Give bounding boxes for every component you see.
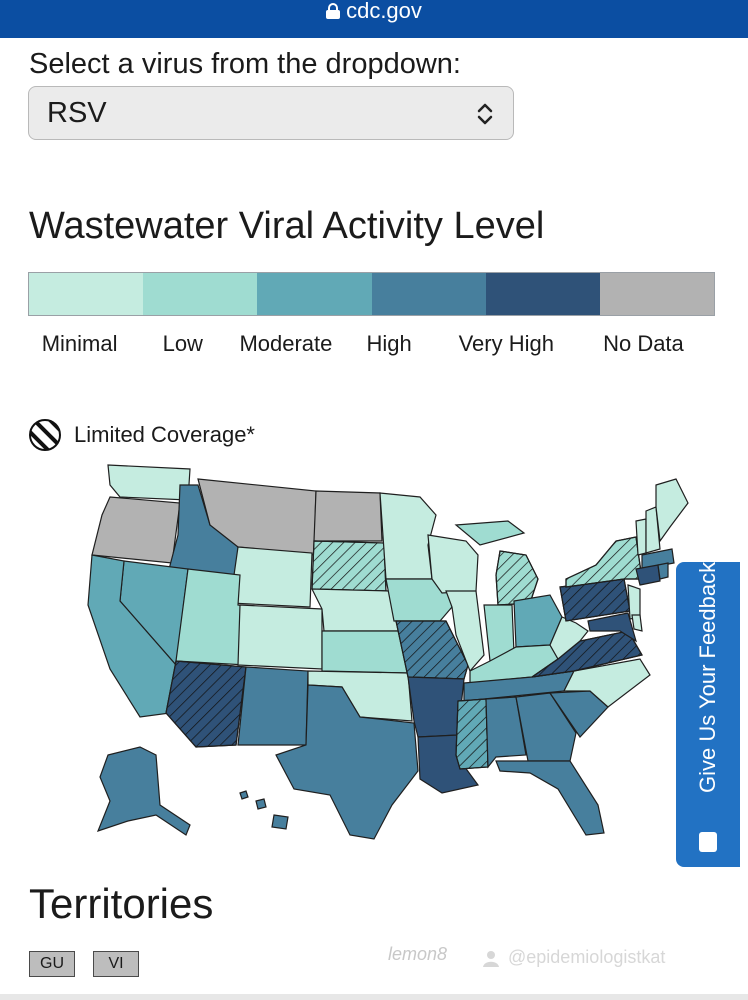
state-new-jersey[interactable] — [627, 584, 641, 620]
state-south-dakota-hatch — [311, 540, 387, 592]
state-maine[interactable] — [655, 478, 689, 543]
state-new-hampshire[interactable] — [645, 506, 661, 554]
legend-label-low: Low — [162, 331, 203, 356]
state-maryland[interactable] — [587, 612, 638, 643]
browser-address-bar[interactable]: cdc.gov — [0, 0, 748, 38]
virus-dropdown[interactable]: RSV — [28, 86, 514, 140]
legend-label-very-high: Very High — [458, 331, 554, 356]
legend-label-high: High — [366, 331, 412, 356]
feedback-label: Give Us Your Feedback — [695, 562, 720, 794]
state-hawaii[interactable] — [239, 790, 289, 830]
legend-label-no-data: No Data — [603, 331, 684, 356]
legend-color-bar — [28, 272, 715, 316]
state-west-virginia[interactable] — [549, 616, 589, 660]
state-new-mexico[interactable] — [237, 666, 309, 746]
legend-swatch-moderate — [257, 273, 372, 315]
legend-swatch-very-high — [485, 273, 600, 315]
virus-dropdown-value: RSV — [47, 97, 107, 129]
legend-label-minimal: Minimal — [41, 331, 118, 356]
watermark-handle: @epidemiologistkat — [508, 947, 666, 967]
us-map[interactable] — [80, 455, 720, 855]
legend-swatch-low — [143, 273, 258, 315]
watermark-handle-wrap: @epidemiologistkat — [482, 947, 665, 968]
lock-icon — [326, 3, 341, 19]
state-new-york-hatch — [565, 536, 643, 588]
state-colorado[interactable] — [237, 604, 323, 670]
territory-button-gu[interactable]: GU — [29, 951, 75, 977]
state-missouri-hatch — [395, 620, 469, 680]
limited-coverage-label: Limited Coverage* — [74, 422, 255, 447]
state-michigan-upper[interactable] — [454, 520, 526, 546]
state-rhode-island[interactable] — [657, 562, 669, 580]
state-arkansas[interactable] — [407, 676, 465, 738]
state-north-dakota[interactable] — [313, 490, 383, 542]
state-texas[interactable] — [275, 684, 419, 840]
feedback-tab[interactable]: Give Us Your Feedback — [676, 562, 740, 867]
comment-icon — [699, 832, 717, 852]
url-display[interactable]: cdc.gov — [0, 0, 748, 22]
legend-swatch-minimal — [29, 273, 144, 315]
legend-labels: Minimal Low Moderate High Very High No D… — [28, 330, 715, 357]
state-arizona-hatch — [165, 660, 247, 748]
territory-buttons: GU VI — [29, 951, 139, 977]
page-title: Wastewater Viral Activity Level — [29, 205, 545, 247]
chevron-updown-icon — [477, 103, 493, 125]
state-washington[interactable] — [107, 464, 191, 501]
state-oregon[interactable] — [91, 496, 181, 564]
virus-select-label: Select a virus from the dropdown: — [29, 48, 461, 80]
state-wisconsin[interactable] — [427, 534, 479, 594]
state-mississippi-hatch — [455, 698, 489, 770]
state-michigan-hatch — [495, 550, 539, 606]
legend-swatch-no-data — [599, 273, 715, 315]
state-florida[interactable] — [495, 760, 605, 836]
state-alabama[interactable] — [485, 696, 527, 769]
legend-label-moderate: Moderate — [239, 331, 333, 356]
state-wyoming[interactable] — [229, 546, 313, 608]
hatched-circle-icon — [29, 419, 61, 451]
limited-coverage-key: Limited Coverage* — [28, 418, 255, 452]
state-alaska[interactable] — [96, 746, 191, 836]
bottom-divider — [0, 994, 748, 1000]
state-delaware[interactable] — [631, 614, 643, 632]
url-text: cdc.gov — [346, 0, 422, 23]
state-connecticut[interactable] — [635, 564, 661, 586]
user-icon — [483, 950, 499, 967]
state-vermont[interactable] — [635, 518, 647, 556]
territory-button-vi[interactable]: VI — [93, 951, 139, 977]
legend-swatch-high — [371, 273, 486, 315]
territories-heading: Territories — [29, 880, 214, 927]
watermark-brand: lemon8 — [388, 944, 448, 964]
state-kansas[interactable] — [321, 630, 409, 674]
